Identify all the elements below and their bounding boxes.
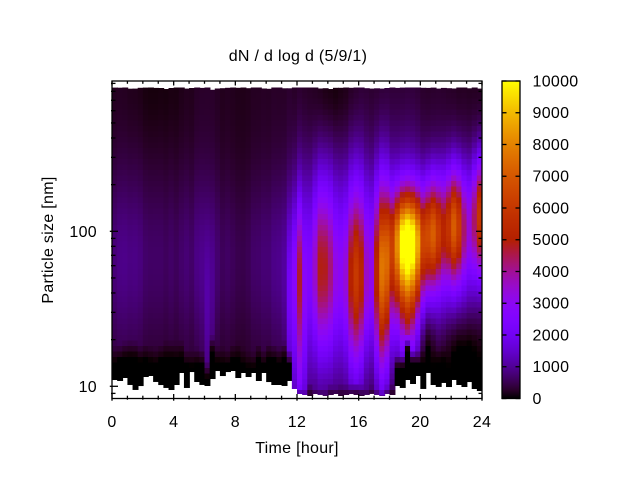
svg-text:1000: 1000 xyxy=(533,359,570,376)
svg-text:8000: 8000 xyxy=(533,137,570,154)
svg-text:3000: 3000 xyxy=(533,296,570,313)
svg-text:20: 20 xyxy=(411,414,429,431)
svg-text:Time [hour]: Time [hour] xyxy=(255,440,339,457)
svg-text:dN / d log d (5/9/1): dN / d log d (5/9/1) xyxy=(229,48,368,65)
svg-text:2000: 2000 xyxy=(533,327,570,344)
svg-text:9000: 9000 xyxy=(533,105,570,122)
svg-text:7000: 7000 xyxy=(533,169,570,186)
svg-text:6000: 6000 xyxy=(533,200,570,217)
svg-text:24: 24 xyxy=(473,414,491,431)
svg-text:10000: 10000 xyxy=(533,73,579,90)
svg-text:0: 0 xyxy=(533,391,542,408)
svg-text:16: 16 xyxy=(349,414,367,431)
svg-text:4: 4 xyxy=(169,414,178,431)
svg-text:8: 8 xyxy=(231,414,240,431)
svg-text:12: 12 xyxy=(288,414,306,431)
svg-text:4000: 4000 xyxy=(533,264,570,281)
svg-text:0: 0 xyxy=(107,414,116,431)
svg-text:Particle size [nm]: Particle size [nm] xyxy=(40,176,57,303)
svg-text:10: 10 xyxy=(79,379,97,396)
svg-text:100: 100 xyxy=(69,224,97,241)
svg-text:5000: 5000 xyxy=(533,232,570,249)
